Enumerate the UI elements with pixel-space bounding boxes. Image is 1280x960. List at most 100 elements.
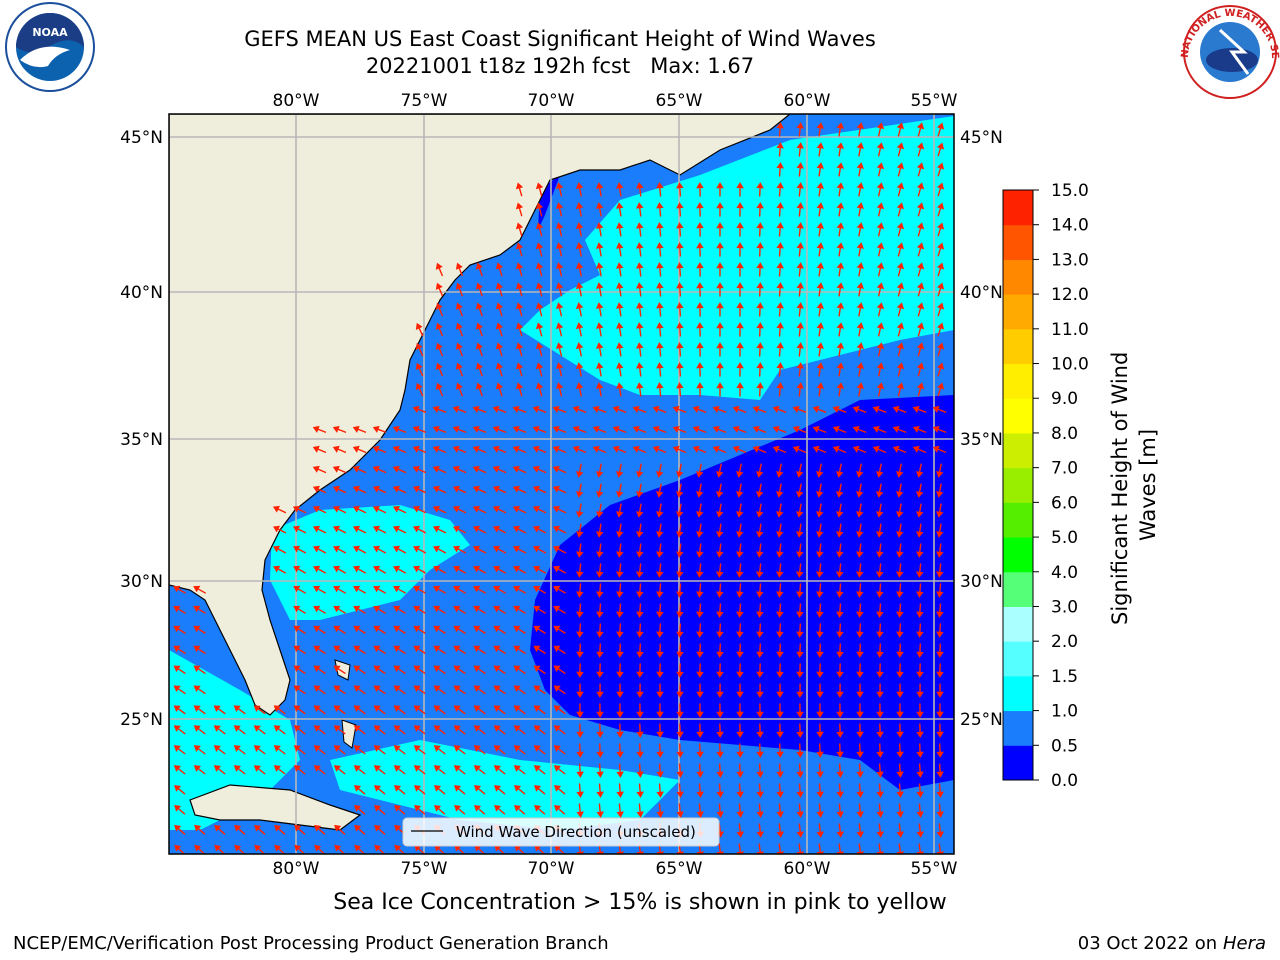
wave-arrow — [454, 804, 466, 815]
wave-arrow — [835, 503, 844, 518]
wave-arrow — [896, 302, 905, 317]
wave-arrow — [575, 242, 584, 257]
wave-arrow — [452, 485, 467, 494]
lon-tick-top: 75°W — [401, 91, 448, 111]
wave-arrow — [433, 725, 446, 735]
wave-arrow — [896, 723, 904, 738]
colorbar-frame — [1002, 189, 1034, 781]
colorbar-label: Significant Height of Wind Waves [m] — [1108, 345, 1160, 625]
wave-arrow — [273, 565, 287, 574]
wave-arrow — [696, 703, 704, 718]
wave-arrow — [413, 685, 426, 695]
wave-arrow — [636, 242, 644, 257]
colorbar-tick-label: 1.5 — [1051, 667, 1078, 687]
wave-arrow — [616, 803, 624, 818]
wave-arrow — [413, 725, 426, 735]
wave-arrow — [475, 322, 483, 337]
wave-arrow — [475, 342, 483, 357]
wave-arrow — [896, 743, 904, 758]
wave-arrow — [636, 603, 644, 618]
wave-arrow — [535, 222, 544, 237]
noaa-logo-text: NOAA — [32, 26, 68, 39]
wave-arrow — [736, 282, 744, 297]
wave-arrow — [716, 222, 724, 237]
wave-arrow — [173, 665, 186, 675]
wave-arrow — [756, 663, 764, 678]
wave-arrow — [752, 445, 767, 454]
wave-arrow — [916, 743, 924, 758]
wave-arrow — [254, 824, 266, 835]
wave-arrow — [936, 563, 944, 578]
wave-arrow — [776, 663, 784, 678]
wave-arrow — [373, 545, 387, 554]
wave-arrow — [553, 665, 566, 675]
wave-arrow — [856, 342, 865, 357]
wave-arrow — [776, 683, 784, 698]
wave-arrow — [433, 645, 446, 655]
wave-arrow — [776, 583, 784, 598]
wave-arrow — [472, 505, 487, 514]
wave-arrow — [555, 202, 564, 217]
wave-arrow — [816, 763, 824, 778]
wave-arrow — [856, 463, 864, 478]
wave-arrow — [354, 804, 366, 815]
wave-arrow — [173, 725, 186, 735]
wave-arrow — [313, 625, 326, 634]
wave-arrow — [233, 705, 246, 715]
wave-arrow — [836, 663, 844, 678]
wave-arrow — [876, 282, 885, 297]
wave-arrow — [433, 585, 447, 594]
wave-arrow — [937, 362, 945, 377]
wave-arrow — [495, 282, 504, 297]
wave-arrow — [193, 665, 206, 675]
wave-arrow — [313, 745, 326, 755]
wave-arrow — [676, 262, 684, 277]
wave-arrow — [775, 503, 784, 518]
wave-arrow — [652, 445, 667, 454]
wave-arrow — [575, 322, 584, 337]
wave-arrow — [876, 262, 885, 277]
wave-arrow — [373, 645, 386, 655]
wave-arrow — [936, 703, 944, 718]
wave-arrow — [856, 703, 864, 718]
wave-arrow — [916, 823, 924, 838]
wave-arrow — [553, 545, 567, 554]
wave-arrow — [696, 663, 704, 678]
wave-arrow — [776, 523, 784, 538]
colorbar-swatch — [1003, 398, 1033, 434]
wave-arrow — [293, 685, 306, 695]
wave-arrow — [792, 445, 807, 454]
wave-arrow — [836, 583, 844, 598]
wave-arrow — [636, 723, 644, 738]
wave-arrow — [453, 605, 466, 614]
wave-arrow — [512, 405, 527, 413]
wave-arrow — [816, 583, 824, 598]
wave-arrow — [796, 382, 804, 397]
wave-arrow — [472, 465, 487, 474]
wave-arrow — [756, 763, 764, 778]
wave-arrow — [656, 222, 664, 237]
wave-arrow — [473, 765, 486, 775]
wave-arrow — [776, 242, 784, 257]
wave-arrow — [575, 222, 584, 237]
wave-arrow — [453, 645, 466, 655]
wave-arrow — [836, 362, 845, 377]
wave-arrow — [776, 142, 784, 157]
wave-arrow — [553, 525, 567, 534]
wave-arrow — [776, 823, 784, 838]
wave-arrow — [816, 743, 824, 758]
wave-arrow — [796, 302, 804, 317]
wave-arrow — [414, 804, 426, 815]
wave-arrow — [756, 362, 764, 377]
wave-arrow — [676, 743, 684, 758]
wave-arrow — [836, 282, 845, 297]
wave-arrow — [393, 605, 406, 614]
wave-arrow — [472, 485, 487, 494]
wave-arrow — [896, 162, 905, 177]
wave-arrow — [576, 703, 584, 718]
wave-arrow — [776, 743, 784, 758]
wave-arrow — [896, 262, 905, 277]
wave-arrow — [892, 405, 907, 413]
wave-arrow — [856, 382, 865, 397]
wave-arrow — [495, 322, 504, 337]
